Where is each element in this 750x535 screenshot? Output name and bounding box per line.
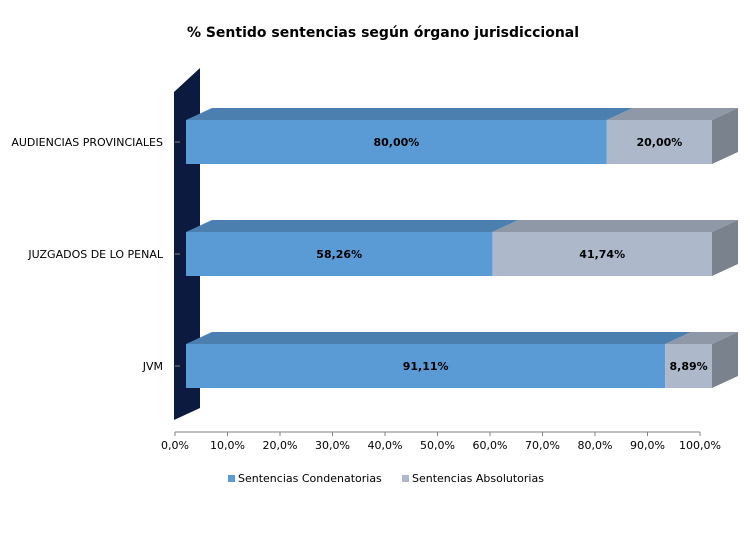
bar-side-face [712,332,738,388]
x-tick-label: 70,0% [525,439,560,452]
x-axis: 0,0% 10,0% 20,0% 30,0% 40,0% 50,0% 60,0% 70,0% 8… [161,431,721,452]
x-tick-label: 10,0% [210,439,245,452]
bar-front-face [665,344,712,388]
category-labels: AUDIENCIAS PROVINCIALES JUZGADOS DE LO PE… [11,136,180,373]
bar-front-face [186,120,607,164]
legend-item: Sentencias Absolutorias [402,472,544,485]
x-tick-label: 60,0% [473,439,508,452]
legend: Sentencias Condenatorias Sentencias Absol… [228,472,544,485]
category-label: JVM [142,360,163,373]
x-tick-label: 40,0% [368,439,403,452]
bar-segment: 91,11% [186,332,692,388]
bar-segment: 20,00% [606,108,738,164]
data-label: 41,74% [579,248,625,261]
data-label: 58,26% [316,248,362,261]
bar-side-face [712,220,738,276]
legend-swatch [402,475,409,482]
bar-top-face [492,220,738,232]
x-tick-label: 30,0% [315,439,350,452]
legend-item: Sentencias Condenatorias [228,472,382,485]
bar-segment: 8,89% [665,332,738,388]
bar-top-face [606,108,738,120]
data-label: 20,00% [636,136,682,149]
x-tick-label: 80,0% [578,439,613,452]
bar-segment: 80,00% [186,108,633,164]
data-label: 91,11% [403,360,449,373]
x-tick-label: 100,0% [679,439,721,452]
bar-front-face [186,344,666,388]
x-tick-label: 20,0% [263,439,298,452]
x-tick-label: 0,0% [161,439,189,452]
bar-front-face [186,232,493,276]
bar-top-face [186,332,692,344]
bar-front-face [606,120,712,164]
data-label: 80,00% [373,136,419,149]
x-tick-label: 50,0% [420,439,455,452]
chart-title: % Sentido sentencias según órgano jurisd… [187,25,579,41]
bars-group: 80,00% 20,00% 58,26% 41,74% 91,11% 8,89% [186,108,738,388]
x-tick-label: 90,0% [630,439,665,452]
category-label: JUZGADOS DE LO PENAL [27,248,163,261]
legend-label: Sentencias Condenatorias [238,472,382,485]
bar-segment: 41,74% [492,220,738,276]
legend-swatch [228,475,235,482]
bar-top-face [665,332,738,344]
bar-front-face [492,232,712,276]
bar-segment: 58,26% [186,220,519,276]
category-label: AUDIENCIAS PROVINCIALES [11,136,163,149]
data-label: 8,89% [670,360,708,373]
bar-top-face [186,220,519,232]
legend-label: Sentencias Absolutorias [412,472,544,485]
bar-top-face [186,108,633,120]
bar-side-face [712,108,738,164]
